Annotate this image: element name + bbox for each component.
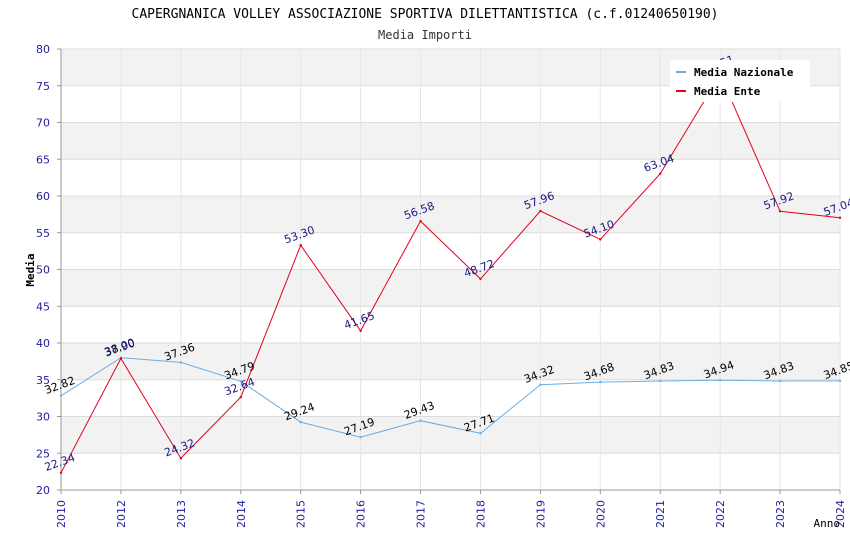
series-line-0: [60, 357, 841, 438]
data-point: [179, 361, 183, 364]
data-point: [718, 378, 722, 382]
x-tick-label: 2016: [355, 500, 368, 528]
y-tick-label: 30: [36, 411, 50, 424]
data-point: [179, 457, 183, 460]
y-tick-label: 75: [36, 80, 50, 93]
chart-subtitle: Media Importi: [378, 28, 472, 42]
data-point: [778, 379, 782, 383]
y-tick-label: 45: [36, 300, 50, 313]
x-axis-label: Anno: [814, 517, 841, 530]
legend: Media Nazionale Media Ente: [670, 60, 810, 102]
x-tick-label: 2010: [55, 500, 68, 528]
data-point: [419, 219, 422, 223]
data-point: [359, 435, 362, 439]
data-point: [659, 379, 662, 383]
y-tick-label: 40: [36, 337, 50, 350]
y-tick-label: 70: [36, 117, 50, 130]
data-point: [59, 394, 63, 397]
data-point: [419, 419, 422, 422]
legend-entry: Media Ente: [694, 85, 761, 98]
y-tick-label: 65: [36, 153, 50, 166]
x-axis-ticks: 2010 2012 2013 2014 2015 2016 2017 2018 2019 2020…: [55, 490, 847, 528]
x-tick-label: 2018: [474, 500, 487, 528]
y-tick-label: 60: [36, 190, 50, 203]
data-point: [479, 277, 482, 281]
data-point: [239, 395, 242, 399]
x-tick-label: 2022: [714, 500, 727, 528]
y-tick-label: 50: [36, 264, 50, 277]
chart-title: CAPERGNANICA VOLLEY ASSOCIAZIONE SPORTIV…: [132, 7, 719, 22]
x-tick-label: 2012: [115, 500, 128, 528]
grid-band: [61, 269, 840, 307]
grid-band: [61, 416, 840, 454]
grid-band: [61, 196, 840, 233]
data-point: [539, 383, 542, 386]
x-tick-label: 2014: [235, 500, 248, 528]
data-point: [599, 380, 602, 384]
x-tick-label: 2023: [774, 500, 787, 528]
data-point: [59, 471, 63, 475]
grid-band: [61, 343, 840, 380]
data-point: [299, 244, 302, 247]
data-point: [299, 420, 302, 424]
y-tick-label: 25: [36, 447, 50, 460]
y-tick-label: 35: [36, 374, 50, 387]
y-tick-label: 80: [36, 43, 50, 56]
data-point: [599, 238, 602, 241]
legend-entry: Media Nazionale: [694, 66, 794, 79]
data-point: [119, 357, 123, 360]
y-axis-label: Media: [24, 253, 37, 286]
grid-band: [61, 122, 840, 160]
x-tick-label: 2024: [834, 500, 847, 528]
y-tick-label: 55: [36, 227, 50, 240]
x-tick-label: 2015: [295, 500, 308, 528]
data-point: [778, 210, 782, 213]
legend-box: [670, 60, 810, 102]
data-point: [838, 216, 842, 219]
y-axis-ticks: 20 25 30 35 40 45 50 55 60 65 70 75 80: [36, 43, 61, 497]
data-point: [239, 380, 242, 383]
y-tick-label: 20: [36, 484, 50, 497]
data-point: [359, 329, 362, 333]
data-point: [659, 172, 662, 175]
x-tick-label: 2013: [175, 500, 188, 528]
grid-bands: [61, 49, 840, 454]
x-tick-label: 2017: [415, 500, 428, 528]
x-tick-label: 2021: [654, 500, 667, 528]
x-tick-label: 2019: [534, 500, 547, 528]
data-point: [539, 209, 542, 213]
x-tick-label: 2020: [594, 500, 607, 528]
data-point: [479, 432, 482, 435]
data-point: [838, 379, 842, 383]
